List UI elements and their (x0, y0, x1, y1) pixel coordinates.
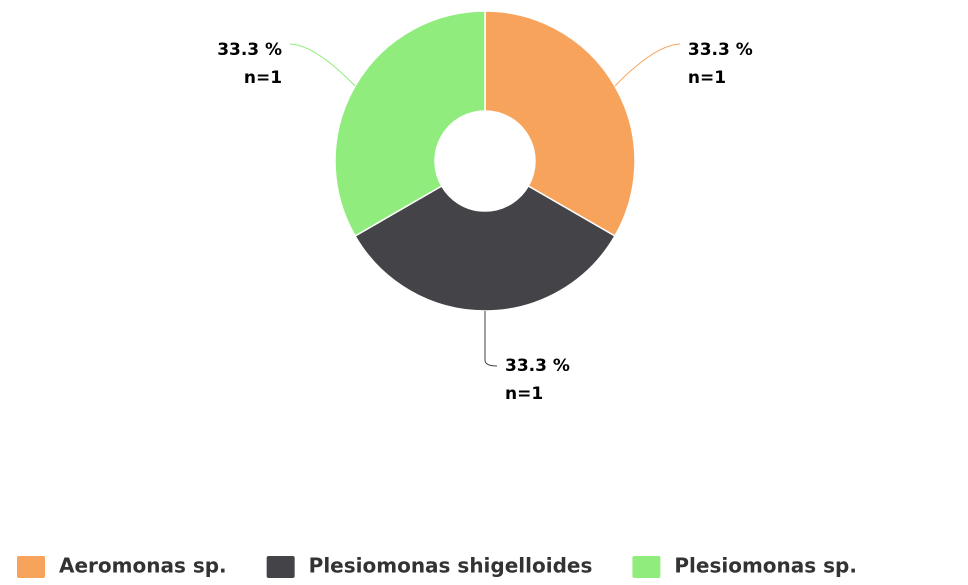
connector (484, 311, 498, 367)
connector (290, 43, 356, 87)
connector (614, 43, 680, 87)
count-label: n=1 (688, 68, 726, 88)
data-label: 33.3 % (505, 356, 570, 376)
data-label: 33.3 % (217, 40, 282, 60)
slice (354, 184, 616, 312)
legend-label: Plesiomonas shigelloides (309, 554, 593, 578)
legend-swatch (17, 556, 45, 578)
legend-label: Plesiomonas sp. (674, 554, 857, 578)
slice (484, 10, 636, 238)
count-label: n=1 (505, 384, 543, 404)
slice (334, 10, 486, 238)
count-label: n=1 (244, 68, 282, 88)
data-label: 33.3 % (688, 40, 753, 60)
legend-swatch (266, 556, 295, 578)
legend-label: Aeromonas sp. (59, 554, 227, 578)
legend-swatch (632, 556, 661, 578)
